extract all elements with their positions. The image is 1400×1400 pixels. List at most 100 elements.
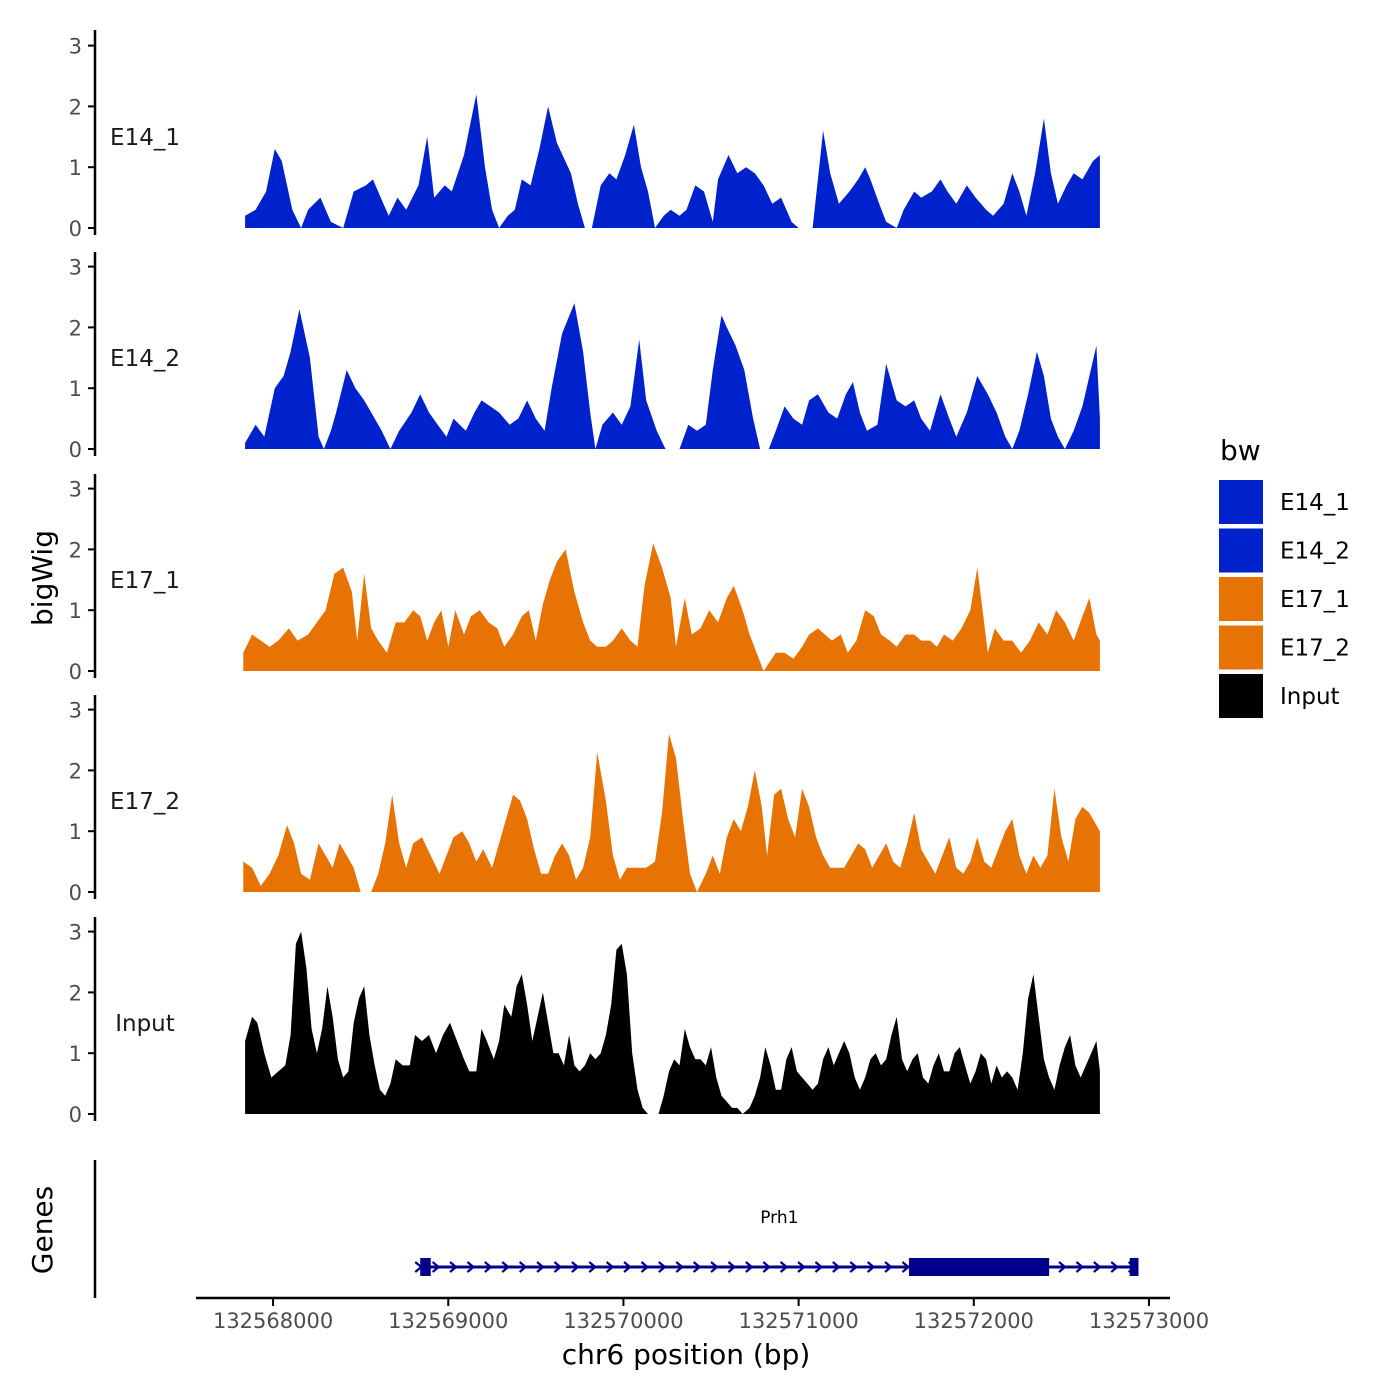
strand-arrow — [449, 1261, 458, 1273]
strand-arrow — [640, 1261, 650, 1273]
signal-area-e17-2 — [243, 733, 1100, 892]
signal-area-e14-2 — [245, 303, 1100, 449]
strand-arrow — [623, 1261, 632, 1273]
gene-exon — [908, 1258, 1050, 1276]
strand-arrow — [849, 1261, 858, 1273]
legend-title: bw — [1220, 434, 1261, 467]
legend-label: Input — [1280, 684, 1340, 710]
x-tick-label: 132572000 — [914, 1309, 1034, 1333]
y-tick-label: 1 — [69, 599, 82, 623]
y-tick-label: 1 — [69, 377, 82, 401]
y-tick-label: 2 — [69, 981, 82, 1005]
strand-arrow — [1075, 1261, 1085, 1273]
y-tick-label: 3 — [69, 699, 82, 723]
track-e14-1: 0 1 2 3 E14_1 — [69, 30, 1100, 241]
y-tick-label: 3 — [69, 35, 82, 59]
strand-arrow — [762, 1261, 771, 1273]
legend-item: Input — [1219, 674, 1340, 718]
strand-arrow — [658, 1261, 667, 1273]
track-label: E17_1 — [110, 568, 180, 594]
legend-item: E14_2 — [1219, 528, 1350, 573]
genes-track: Prh1 — [93, 1160, 1139, 1298]
strand-arrow — [431, 1261, 441, 1273]
strand-arrow — [484, 1261, 493, 1273]
signal-area-input — [245, 931, 1100, 1114]
strand-arrow — [884, 1261, 893, 1273]
legend: bw E14_1 E14_2 E17_1 E17_2 Input — [1219, 434, 1350, 718]
y-tick-label: 2 — [69, 538, 82, 562]
track-label: E17_2 — [110, 789, 180, 815]
y-tick-label: 3 — [69, 921, 82, 945]
track-label: E14_2 — [110, 346, 180, 372]
gene-exon — [420, 1258, 431, 1276]
x-axis: 132568000 132569000 132570000 132571000 1325… — [196, 1296, 1209, 1333]
track-label: Input — [115, 1011, 175, 1037]
legend-label: E17_2 — [1280, 636, 1350, 662]
track-label: E14_1 — [110, 125, 180, 151]
legend-item: E14_1 — [1219, 480, 1350, 524]
gene-exon — [1129, 1258, 1139, 1276]
x-tick-label: 132573000 — [1089, 1309, 1209, 1333]
strand-arrow — [588, 1261, 597, 1273]
y-tick-label: 1 — [69, 1042, 82, 1066]
strand-arrow — [797, 1261, 806, 1273]
strand-arrow — [866, 1261, 876, 1273]
track-e17-2: 0 1 2 3 E17_2 — [69, 695, 1100, 905]
strand-arrow — [571, 1261, 580, 1273]
y-tick-label: 3 — [69, 478, 82, 502]
x-tick-label: 132570000 — [563, 1309, 683, 1333]
y-tick-label: 2 — [69, 95, 82, 119]
strand-arrow — [814, 1261, 824, 1273]
x-tick-label: 132568000 — [213, 1309, 333, 1333]
y-tick-label: 0 — [69, 438, 82, 462]
legend-swatch — [1219, 528, 1263, 573]
strand-arrow — [832, 1261, 841, 1273]
strand-arrow — [553, 1261, 563, 1273]
strand-arrow — [710, 1261, 719, 1273]
strand-arrow — [692, 1261, 702, 1273]
legend-label: E14_1 — [1280, 490, 1350, 516]
legend-item: E17_2 — [1219, 625, 1350, 670]
y-tick-label: 0 — [69, 881, 82, 905]
legend-swatch — [1219, 480, 1263, 524]
y-tick-label: 2 — [69, 316, 82, 340]
gene-prh1: Prh1 — [414, 1208, 1139, 1276]
strand-arrow — [518, 1261, 528, 1273]
y-tick-label: 1 — [69, 156, 82, 180]
track-e17-1: 0 1 2 3 E17_1 — [69, 474, 1100, 684]
signal-area-e14-1 — [245, 94, 1100, 228]
strand-arrow — [536, 1261, 545, 1273]
strand-arrow — [1058, 1261, 1067, 1273]
strand-arrow — [901, 1261, 911, 1273]
y-tick-label: 0 — [69, 660, 82, 684]
strand-arrow — [745, 1261, 754, 1273]
y-tick-label: 3 — [69, 256, 82, 280]
legend-swatch — [1219, 674, 1263, 718]
strand-arrow — [605, 1261, 615, 1273]
strand-arrow — [675, 1261, 684, 1273]
track-e14-2: 0 1 2 3 E14_2 — [69, 252, 1100, 462]
x-axis-title: chr6 position (bp) — [562, 1338, 811, 1371]
y-tick-label: 0 — [69, 1103, 82, 1127]
x-tick-label: 132569000 — [388, 1309, 508, 1333]
y-tick-label: 1 — [69, 820, 82, 844]
genes-axis-title: Genes — [26, 1186, 59, 1274]
legend-swatch — [1219, 577, 1263, 621]
gene-name-label: Prh1 — [760, 1208, 798, 1228]
legend-label: E14_2 — [1280, 539, 1350, 565]
legend-swatch — [1219, 625, 1263, 670]
strand-arrow — [1093, 1261, 1102, 1273]
strand-arrow — [1110, 1261, 1119, 1273]
track-input: 0 1 2 3 Input — [69, 917, 1100, 1127]
y-axis-title: bigWig — [26, 530, 59, 626]
legend-item: E17_1 — [1219, 577, 1350, 621]
legend-entries: E14_1 E14_2 E17_1 E17_2 Input — [1219, 480, 1350, 718]
strand-arrow — [466, 1261, 476, 1273]
x-tick-label: 132571000 — [738, 1309, 858, 1333]
y-tick-label: 0 — [69, 217, 82, 241]
strand-arrow — [727, 1261, 737, 1273]
strand-arrow — [779, 1261, 789, 1273]
signal-area-e17-1 — [243, 543, 1100, 671]
strand-arrow — [501, 1261, 510, 1273]
